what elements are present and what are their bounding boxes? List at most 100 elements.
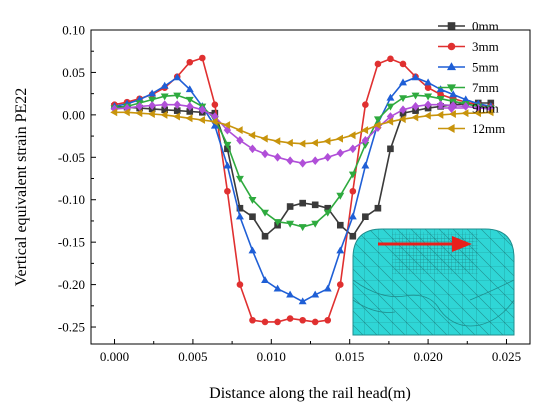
data-point-9mm [311, 156, 319, 166]
data-point-3mm [261, 318, 269, 326]
y-tick-labels: 0.10 0.05 0.00 -0.05 -0.10 -0.15 -0.20 -0.25 [58, 23, 85, 335]
x-tick-labels: 0.000 0.005 0.010 0.015 0.020 0.025 [100, 349, 521, 364]
data-point-7mm [411, 92, 420, 100]
data-point-7mm [273, 219, 282, 226]
data-point-3mm [399, 60, 407, 68]
inset-arrow [378, 236, 472, 252]
data-point-3mm [274, 318, 281, 326]
data-point-12mm [110, 108, 118, 117]
data-point-3mm [374, 60, 382, 68]
data-point-9mm [160, 100, 169, 110]
data-point-5mm [261, 276, 270, 284]
data-point-12mm [248, 131, 256, 140]
data-point-5mm [411, 73, 420, 81]
x-tick-label: 0.025 [492, 349, 521, 364]
data-point-12mm [361, 126, 369, 135]
data-point-5mm [386, 93, 395, 101]
data-point-5mm [323, 284, 332, 292]
data-point-5mm [273, 284, 282, 292]
data-point-5mm [348, 212, 357, 220]
data-point-0mm [261, 232, 269, 240]
data-point-7mm [248, 197, 257, 204]
data-point-12mm [260, 134, 268, 143]
data-point-9mm [198, 105, 207, 115]
data-point-7mm [386, 103, 395, 111]
rail-head-mesh-inset [352, 228, 515, 336]
data-point-9mm [462, 102, 470, 111]
data-point-3mm [211, 101, 219, 108]
data-point-0mm [336, 221, 344, 229]
legend-label: 12mm [472, 121, 505, 136]
data-point-5mm [160, 81, 169, 89]
data-point-9mm [361, 135, 370, 145]
data-point-12mm [135, 109, 143, 118]
data-point-12mm [336, 134, 343, 143]
legend: 0mm 3mm 5mm 7mm 9mm 12mm [438, 19, 505, 136]
legend-item-12mm: 12mm [438, 121, 505, 136]
data-point-12mm [448, 110, 456, 118]
data-point-9mm [261, 149, 269, 159]
y-tick-label: -0.10 [58, 192, 85, 207]
axis-ticks [91, 29, 507, 344]
x-tick-label: 0.020 [413, 349, 442, 364]
legend-item-0mm: 0mm [438, 19, 499, 34]
data-point-7mm [235, 175, 244, 183]
series-3mm [111, 54, 495, 326]
data-point-9mm [336, 148, 344, 158]
data-point-5mm [449, 90, 458, 98]
y-axis-title: Vertical equivalent strain PE22 [13, 88, 30, 287]
series-line-9mm [114, 103, 491, 165]
data-point-7mm [424, 93, 433, 101]
data-point-3mm [236, 281, 244, 288]
data-point-9mm [286, 156, 294, 166]
data-point-12mm [122, 108, 130, 117]
data-point-0mm [311, 201, 319, 209]
legend-marker [446, 123, 455, 134]
y-tick-label: -0.25 [58, 320, 85, 335]
data-point-7mm [311, 220, 320, 228]
data-point-5mm [235, 212, 244, 220]
data-point-7mm [336, 192, 345, 200]
data-point-12mm [223, 121, 231, 130]
data-point-3mm [299, 316, 306, 324]
y-tick-label: -0.20 [58, 277, 85, 292]
data-point-7mm [298, 224, 307, 232]
data-point-7mm [373, 116, 382, 124]
x-axis-title: Distance along the rail head(m) [209, 385, 411, 402]
data-point-9mm [411, 102, 420, 111]
data-point-9mm [349, 144, 357, 154]
legend-marker [447, 102, 456, 114]
data-point-7mm [286, 220, 295, 228]
legend-label: 3mm [472, 39, 499, 54]
series-12mm [110, 108, 494, 148]
data-point-3mm [249, 316, 256, 324]
data-point-3mm [336, 281, 344, 288]
data-point-12mm [398, 115, 406, 124]
data-point-7mm [148, 96, 157, 104]
y-tick-label: -0.15 [58, 235, 85, 250]
data-point-12mm [298, 139, 306, 148]
data-point-5mm [223, 161, 232, 169]
data-point-3mm [199, 54, 206, 62]
series-line-12mm [114, 111, 491, 145]
series-line-0mm [114, 102, 491, 238]
data-point-3mm [349, 187, 357, 195]
data-point-12mm [323, 137, 331, 146]
data-point-9mm [399, 105, 407, 115]
data-point-5mm [424, 78, 433, 86]
y-tick-label: -0.05 [58, 150, 85, 165]
data-point-5mm [361, 161, 370, 169]
data-point-12mm [486, 108, 494, 117]
legend-item-3mm: 3mm [438, 39, 499, 54]
data-point-12mm [173, 112, 180, 121]
data-point-7mm [261, 209, 270, 217]
data-point-7mm [160, 93, 169, 101]
data-point-3mm [186, 58, 194, 66]
legend-label: 5mm [472, 60, 499, 75]
legend-label: 9mm [472, 101, 499, 116]
y-tick-label: 0.10 [62, 23, 85, 38]
data-point-3mm [286, 315, 294, 322]
data-point-12mm [285, 138, 293, 147]
data-point-5mm [311, 290, 320, 298]
data-point-5mm [185, 85, 194, 93]
